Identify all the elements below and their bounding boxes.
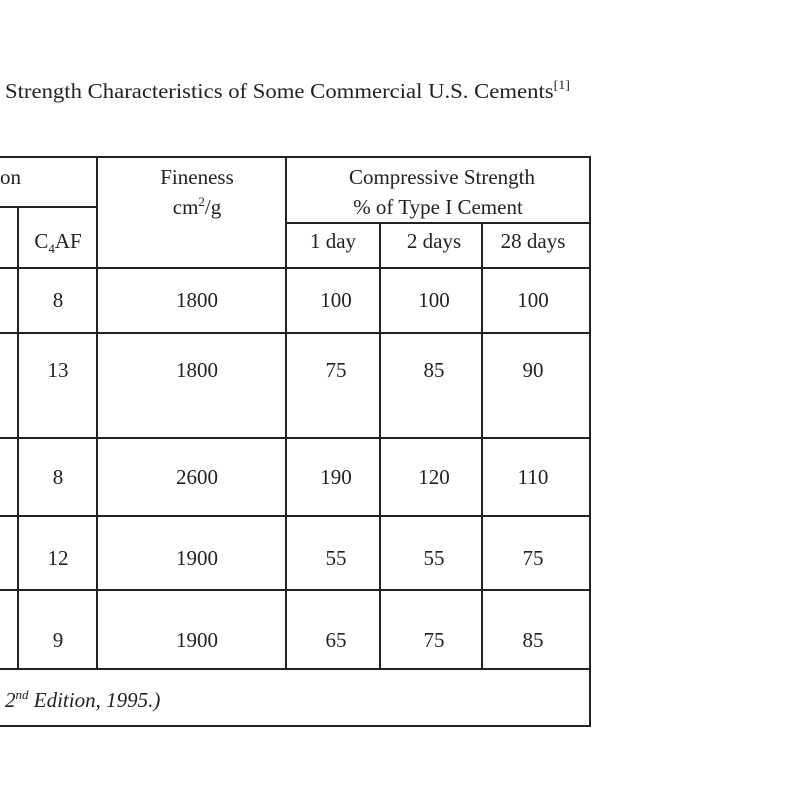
table-cell: 75 xyxy=(326,358,347,382)
table-cell: 100 xyxy=(418,288,450,312)
footer-text: Edition, 1995.) xyxy=(29,688,161,712)
table-cell: 1900 xyxy=(176,628,218,652)
title-text: Strength Characteristics of Some Commerc… xyxy=(5,79,554,103)
table-cell: 190 xyxy=(320,465,352,489)
table-cell: 8 xyxy=(53,288,64,312)
table-title: Strength Characteristics of Some Commerc… xyxy=(5,77,570,103)
table-cell: 75 xyxy=(424,628,445,652)
table-cell: 1800 xyxy=(176,288,218,312)
header-cell: C4AF xyxy=(34,229,81,256)
table-cell: 85 xyxy=(424,358,445,382)
subscript: 4 xyxy=(48,241,55,256)
table-cell: 1900 xyxy=(176,546,218,570)
table-cell: 75 xyxy=(523,546,544,570)
table-cell: 55 xyxy=(326,546,347,570)
header-cell: 28 days xyxy=(501,229,566,253)
table-grid xyxy=(0,156,591,727)
table-cell: 90 xyxy=(523,358,544,382)
table-cell: 110 xyxy=(518,465,549,489)
table-cell: 2600 xyxy=(176,465,218,489)
header-cell: % of Type I Cement xyxy=(353,195,523,219)
table-cell: 65 xyxy=(326,628,347,652)
formula: AF xyxy=(55,229,82,253)
table-footer: 2nd Edition, 1995.) xyxy=(5,687,160,712)
header-cell: Compressive Strength xyxy=(349,165,536,189)
footer-text: 2 xyxy=(5,688,16,712)
table-cell: 8 xyxy=(53,465,64,489)
header-cell: on xyxy=(0,165,22,189)
table-cell: 85 xyxy=(523,628,544,652)
header-cell: 2 days xyxy=(407,229,461,253)
table-cell: 9 xyxy=(53,628,64,652)
header-cell: Fineness xyxy=(160,165,234,189)
table-cell: 55 xyxy=(424,546,445,570)
formula: C xyxy=(34,229,48,253)
superscript: nd xyxy=(16,687,30,702)
unit: cm xyxy=(173,195,199,219)
title-ref: [1] xyxy=(554,77,570,92)
superscript: 2 xyxy=(198,194,205,209)
header-unit: cm2/g xyxy=(173,194,222,219)
table-cell: 100 xyxy=(320,288,352,312)
table-cell: 13 xyxy=(48,358,69,382)
unit: /g xyxy=(205,195,222,219)
table-cell: 120 xyxy=(418,465,450,489)
header-cell: 1 day xyxy=(310,229,357,253)
table-cell: 12 xyxy=(48,546,69,570)
table-cell: 100 xyxy=(517,288,549,312)
table-body: 8 1800 100 100 100 13 1800 75 85 90 8 2600 190 120 110… xyxy=(48,288,549,652)
subheader-row: 1 day 2 days 28 days xyxy=(310,229,565,253)
table-cell: 1800 xyxy=(176,358,218,382)
